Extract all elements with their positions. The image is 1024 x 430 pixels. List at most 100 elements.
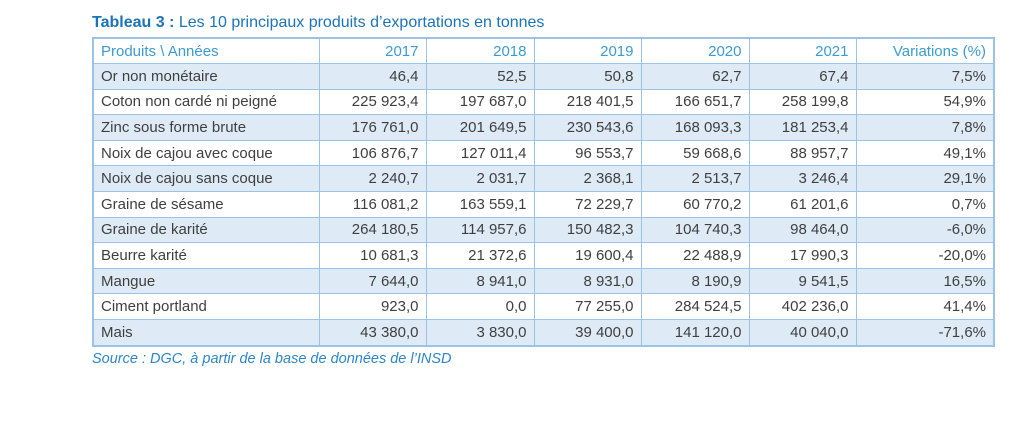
value-cell: 72 229,7 — [533, 190, 642, 218]
product-name-cell: Mangue — [92, 267, 320, 295]
header-year-2018: 2018 — [425, 37, 535, 64]
value-cell: 46,4 — [318, 63, 427, 90]
value-cell: -71,6% — [855, 318, 995, 347]
value-cell: 218 401,5 — [533, 88, 642, 116]
table-title: Tableau 3 : Les 10 principaux produits d’… — [92, 13, 993, 33]
value-cell: 19 600,4 — [533, 242, 642, 269]
value-cell: 8 931,0 — [533, 267, 642, 295]
value-cell: 88 957,7 — [748, 139, 857, 167]
product-name-cell: Noix de cajou avec coque — [92, 139, 320, 167]
table-title-label: Tableau 3 : — [92, 14, 175, 31]
value-cell: 258 199,8 — [748, 88, 857, 116]
value-cell: 150 482,3 — [533, 216, 642, 244]
value-cell: -20,0% — [855, 242, 995, 269]
value-cell: 7,8% — [855, 114, 995, 141]
value-cell: 62,7 — [640, 63, 750, 90]
value-cell: 7,5% — [855, 63, 995, 90]
product-name-cell: Mais — [92, 318, 320, 347]
document-page: Tableau 3 : Les 10 principaux produits d’… — [92, 13, 995, 367]
value-cell: 22 488,9 — [640, 242, 750, 269]
value-cell: 39 400,0 — [533, 318, 642, 347]
product-name-cell: Graine de sésame — [92, 190, 320, 218]
value-cell: 284 524,5 — [640, 293, 750, 320]
product-name-cell: Coton non cardé ni peigné — [92, 88, 320, 116]
value-cell: 61 201,6 — [748, 190, 857, 218]
table-row: Or non monétaire 46,4 52,5 50,8 62,7 67,4 7,5% — [92, 63, 995, 90]
table-row: Noix de cajou avec coque 106 876,7 127 011… — [92, 139, 995, 167]
value-cell: 264 180,5 — [318, 216, 427, 244]
product-name-cell: Ciment portland — [92, 293, 320, 320]
table-row: Graine de karité 264 180,5 114 957,6 150 48… — [92, 216, 995, 244]
table-header-row: Produits \ Années 2017 2018 2019 2020 20… — [92, 37, 995, 64]
value-cell: 43 380,0 — [318, 318, 427, 347]
value-cell: 2 368,1 — [533, 165, 642, 192]
header-products-years: Produits \ Années — [92, 37, 320, 64]
value-cell: 230 543,6 — [533, 114, 642, 141]
value-cell: 127 011,4 — [425, 139, 535, 167]
value-cell: 16,5% — [855, 267, 995, 295]
value-cell: 17 990,3 — [748, 242, 857, 269]
source-note: Source : DGC, à partir de la base de don… — [92, 350, 452, 367]
value-cell: 10 681,3 — [318, 242, 427, 269]
value-cell: 8 190,9 — [640, 267, 750, 295]
table-row: Mais 43 380,0 3 830,0 39 400,0 141 120,0 40 0… — [92, 318, 995, 347]
value-cell: 49,1% — [855, 139, 995, 167]
value-cell: 923,0 — [318, 293, 427, 320]
value-cell: -6,0% — [855, 216, 995, 244]
value-cell: 9 541,5 — [748, 267, 857, 295]
value-cell: 60 770,2 — [640, 190, 750, 218]
table-row: Beurre karité 10 681,3 21 372,6 19 600,4 22 … — [92, 242, 995, 269]
value-cell: 402 236,0 — [748, 293, 857, 320]
header-year-2017: 2017 — [318, 37, 427, 64]
product-name-cell: Beurre karité — [92, 242, 320, 269]
value-cell: 67,4 — [748, 63, 857, 90]
header-year-2019: 2019 — [533, 37, 642, 64]
value-cell: 21 372,6 — [425, 242, 535, 269]
value-cell: 96 553,7 — [533, 139, 642, 167]
value-cell: 225 923,4 — [318, 88, 427, 116]
product-name-cell: Zinc sous forme brute — [92, 114, 320, 141]
value-cell: 104 740,3 — [640, 216, 750, 244]
value-cell: 106 876,7 — [318, 139, 427, 167]
value-cell: 176 761,0 — [318, 114, 427, 141]
value-cell: 77 255,0 — [533, 293, 642, 320]
value-cell: 41,4% — [855, 293, 995, 320]
value-cell: 7 644,0 — [318, 267, 427, 295]
value-cell: 0,0 — [425, 293, 535, 320]
exports-table: Produits \ Années 2017 2018 2019 2020 20… — [92, 37, 995, 347]
value-cell: 3 830,0 — [425, 318, 535, 347]
table-row: Zinc sous forme brute 176 761,0 201 649,5 2… — [92, 114, 995, 141]
value-cell: 98 464,0 — [748, 216, 857, 244]
value-cell: 201 649,5 — [425, 114, 535, 141]
table-title-text: Les 10 principaux produits d’exportation… — [178, 14, 545, 31]
table-row: Noix de cajou sans coque 2 240,7 2 031,7 2 … — [92, 165, 995, 192]
value-cell: 0,7% — [855, 190, 995, 218]
header-variations: Variations (%) — [855, 37, 995, 64]
value-cell: 141 120,0 — [640, 318, 750, 347]
value-cell: 168 093,3 — [640, 114, 750, 141]
value-cell: 50,8 — [533, 63, 642, 90]
table-row: Coton non cardé ni peigné 225 923,4 197 68… — [92, 88, 995, 116]
value-cell: 2 240,7 — [318, 165, 427, 192]
product-name-cell: Graine de karité — [92, 216, 320, 244]
value-cell: 2 513,7 — [640, 165, 750, 192]
value-cell: 8 941,0 — [425, 267, 535, 295]
table-row: Mangue 7 644,0 8 941,0 8 931,0 8 190,9 9 541,… — [92, 267, 995, 295]
value-cell: 163 559,1 — [425, 190, 535, 218]
value-cell: 2 031,7 — [425, 165, 535, 192]
value-cell: 166 651,7 — [640, 88, 750, 116]
header-year-2020: 2020 — [640, 37, 750, 64]
value-cell: 181 253,4 — [748, 114, 857, 141]
table-row: Ciment portland 923,0 0,0 77 255,0 284 524,5… — [92, 293, 995, 320]
product-name-cell: Or non monétaire — [92, 63, 320, 90]
value-cell: 197 687,0 — [425, 88, 535, 116]
table-row: Graine de sésame 116 081,2 163 559,1 72 229… — [92, 190, 995, 218]
value-cell: 40 040,0 — [748, 318, 857, 347]
header-year-2021: 2021 — [748, 37, 857, 64]
value-cell: 59 668,6 — [640, 139, 750, 167]
value-cell: 116 081,2 — [318, 190, 427, 218]
value-cell: 54,9% — [855, 88, 995, 116]
value-cell: 114 957,6 — [425, 216, 535, 244]
value-cell: 29,1% — [855, 165, 995, 192]
product-name-cell: Noix de cajou sans coque — [92, 165, 320, 192]
